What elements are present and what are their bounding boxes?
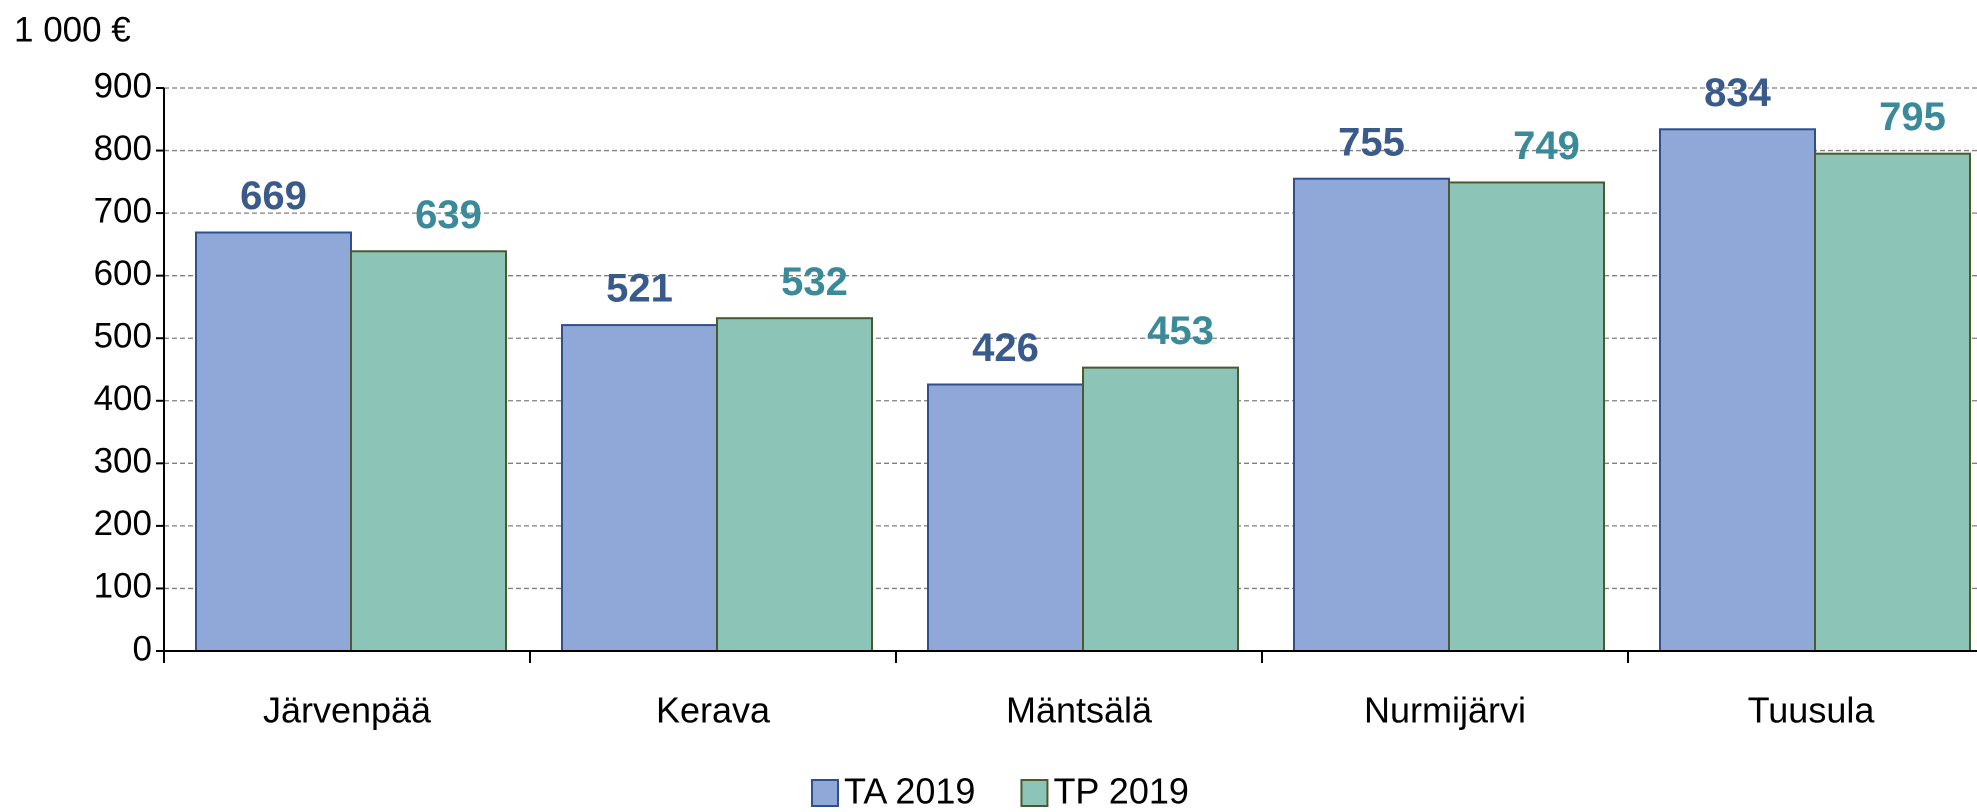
value-label: 669 [240,174,307,218]
value-label: 532 [781,260,848,304]
bar [1293,177,1450,652]
x-tick-label: Tuusula [1748,690,1876,731]
bar [561,324,718,652]
x-tick-label: Järvenpää [263,690,432,731]
y-tick-label: 700 [94,191,152,230]
bar [927,383,1084,652]
legend-swatch [811,779,839,807]
y-tick-label: 500 [94,316,152,355]
legend-label: TP 2019 [1053,771,1188,812]
bar [1659,128,1816,652]
y-tick-label: 100 [94,567,152,606]
y-tick-label: 300 [94,442,152,481]
y-tick-label: 800 [94,129,152,168]
y-tick-label: 600 [94,254,152,293]
y-tick-label: 0 [133,629,152,668]
value-label: 749 [1513,124,1580,168]
bar [350,250,507,653]
value-label: 639 [415,193,482,237]
bar [716,317,873,652]
value-label: 834 [1704,71,1771,115]
x-tick-label: Nurmijärvi [1364,690,1526,731]
value-label: 521 [606,267,673,311]
bar [1814,152,1971,653]
y-axis-label: 1 000 € [14,10,131,49]
value-label: 755 [1338,120,1405,164]
y-tick-label: 400 [94,379,152,418]
bar [1082,366,1239,652]
bar [1448,181,1605,652]
value-label: 426 [972,326,1039,370]
legend-label: TA 2019 [844,771,975,812]
y-tick-label: 900 [94,66,152,105]
bar [195,231,352,652]
value-label: 795 [1879,95,1946,139]
y-tick-label: 200 [94,504,152,543]
legend-swatch [1020,779,1049,807]
x-tick-label: Mäntsälä [1006,690,1153,731]
value-label: 453 [1147,309,1214,353]
x-tick-label: Kerava [656,690,771,731]
